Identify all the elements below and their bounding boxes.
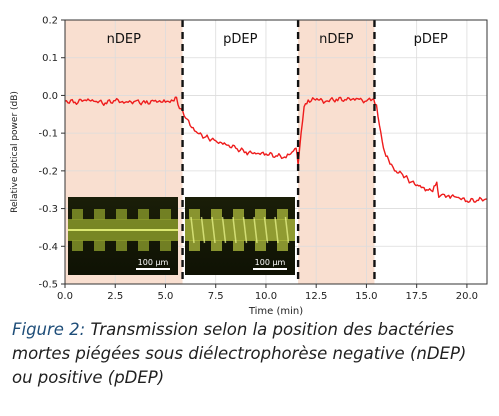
x-tick-label-0: 0.0 [57, 291, 73, 302]
inset-electrode-top-0-3 [138, 209, 149, 220]
inset-bacteria-1-8 [274, 216, 279, 244]
inset-bacteria-1-2 [211, 216, 216, 244]
inset-electrode-top-0-2 [116, 209, 127, 220]
inset-bacteria-1-0 [190, 216, 195, 244]
plot-frame [64, 19, 488, 285]
inset-electrode-bottom-0-3 [138, 240, 149, 251]
x-tick-label-1: 2.5 [107, 291, 123, 302]
x-axis: 0.0 2.5 5.0 7.5 10.0 12.5 15.0 17.5 20.0 [57, 284, 478, 302]
y-tick-label-2: 0.0 [42, 91, 58, 102]
y-tick-label-7: -0.5 [38, 280, 58, 291]
inset-electrode-top-0-0 [72, 209, 83, 220]
inset-bacteria-1-7 [263, 216, 269, 244]
inset-electrode-bottom-0-1 [94, 240, 105, 251]
inset-bacteria-1-1 [200, 216, 206, 244]
inset-electrode-bottom-0-0 [72, 240, 83, 251]
inset-electrode-bottom-1-0 [189, 240, 200, 251]
y-tick-label-5: -0.3 [38, 204, 58, 215]
inset-electrode-bottom-0-4 [160, 240, 171, 251]
inset-electrode-top-1-1 [211, 209, 222, 220]
x-tick-label-4: 10.0 [255, 291, 277, 302]
series [65, 96, 487, 203]
inset-bacteria-1-6 [253, 216, 258, 244]
inset-electrode-bottom-1-1 [211, 240, 222, 251]
inset-electrode-bottom-1-3 [255, 240, 266, 251]
inset-bacteria-1-5 [242, 216, 248, 244]
inset-electrode-bottom-0-2 [116, 240, 127, 251]
chart: 100 µm 100 µm 0.0 2.5 5.0 7.5 10.0 12.5 15.0 17.… [10, 16, 488, 317]
x-tick-label-2: 5.0 [158, 291, 174, 302]
x-tick-label-7: 17.5 [406, 291, 428, 302]
y-tick-label-0: 0.2 [42, 16, 58, 27]
microscope-insets: 100 µm 100 µm [68, 197, 295, 275]
inset-bacteria-1-9 [284, 216, 290, 244]
caption-text: Transmission selon la position des bacté… [12, 320, 467, 387]
region-shade-2 [298, 20, 375, 284]
x-tick-label-6: 15.0 [355, 291, 377, 302]
caption-lead: Figure 2: [12, 320, 86, 339]
x-tick-label-8: 20.0 [456, 291, 478, 302]
inset-bacteria-1-4 [232, 216, 237, 244]
x-tick-label-5: 12.5 [305, 291, 327, 302]
y-axis-label: Relative optical power (dB) [10, 91, 20, 213]
y-tick-label-4: -0.2 [38, 166, 58, 177]
region-labels: nDEP pDEP nDEP pDEP [107, 32, 448, 47]
x-tick-label-3: 7.5 [208, 291, 224, 302]
inset-electrode-top-1-3 [255, 209, 266, 220]
y-tick-label-1: 0.1 [42, 53, 58, 64]
inset-electrode-top-1-0 [189, 209, 200, 220]
inset-bacteria-1-3 [221, 216, 227, 244]
region-label-0: nDEP [107, 32, 141, 47]
region-label-3: pDEP [414, 32, 448, 47]
region-label-2: nDEP [319, 32, 353, 47]
inset-image-0: 100 µm [68, 197, 178, 275]
region-label-1: pDEP [223, 32, 257, 47]
inset-electrode-bottom-1-2 [233, 240, 244, 251]
inset-scale-label-1: 100 µm [255, 258, 286, 267]
y-tick-label-3: -0.1 [38, 129, 58, 140]
switch-lines [181, 20, 376, 284]
series-line-0 [65, 96, 487, 203]
y-tick-label-6: -0.4 [38, 242, 58, 253]
inset-image-1: 100 µm [185, 197, 295, 275]
inset-scale-label-0: 100 µm [138, 258, 169, 267]
inset-electrode-bottom-1-4 [277, 240, 288, 251]
inset-electrode-top-0-4 [160, 209, 171, 220]
inset-electrode-top-1-4 [277, 209, 288, 220]
x-axis-label: Time (min) [248, 306, 303, 317]
y-axis: 0.2 0.1 0.0 -0.1 -0.2 -0.3 -0.4 -0.5 [38, 16, 65, 291]
figure-caption: Figure 2: Transmission selon la position… [12, 318, 492, 390]
inset-electrode-top-0-1 [94, 209, 105, 220]
inset-electrode-top-1-2 [233, 209, 244, 220]
